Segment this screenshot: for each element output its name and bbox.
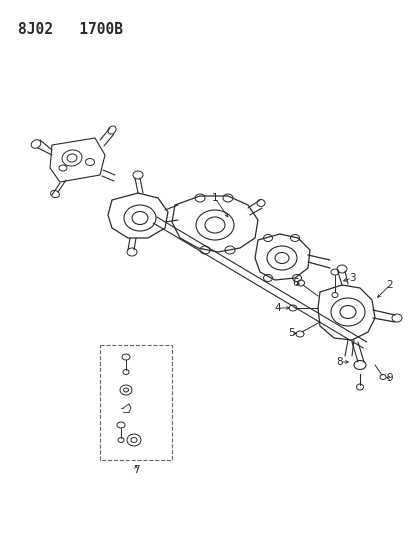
Text: 8J02   1700B: 8J02 1700B [18, 22, 123, 37]
Text: 8: 8 [336, 357, 342, 367]
Text: 9: 9 [386, 373, 392, 383]
Text: 3: 3 [348, 273, 355, 283]
Text: 2: 2 [386, 280, 392, 290]
Text: 5: 5 [288, 328, 294, 338]
Text: 4: 4 [274, 303, 281, 313]
Text: 7: 7 [133, 465, 139, 475]
Bar [100, 345, 172, 460]
Text: 6: 6 [292, 278, 299, 288]
Text: 1: 1 [211, 193, 218, 203]
